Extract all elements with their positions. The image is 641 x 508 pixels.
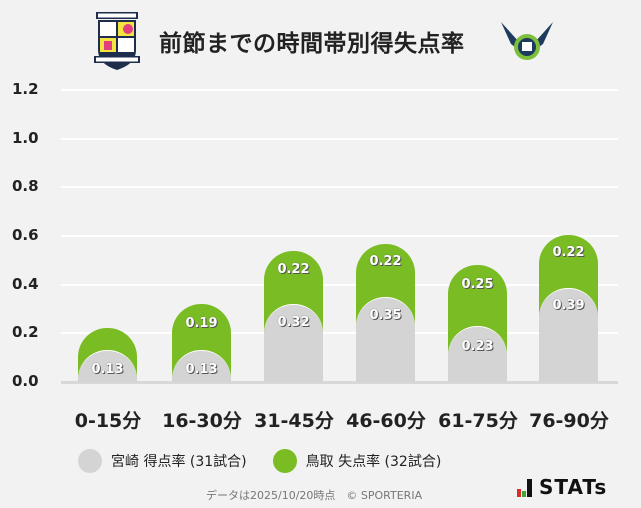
bar-home-61-75 <box>448 326 507 382</box>
x-tick-label: 31-45分 <box>254 410 334 432</box>
gridline <box>61 284 618 286</box>
y-tick-label: 0.6 <box>12 226 39 244</box>
miyazaki-crest-icon <box>94 12 140 70</box>
bar-value-label: 0.13 <box>91 362 124 377</box>
legend-swatch-green-icon <box>272 449 297 473</box>
bar-value-label: 0.39 <box>552 298 585 313</box>
legend-label: 鳥取 失点率 (32試合) <box>305 454 442 470</box>
brand-name: STATs <box>539 475 608 499</box>
y-tick-label: 1.0 <box>12 129 39 147</box>
bar-value-label: 0.23 <box>461 339 494 354</box>
x-tick-label: 61-75分 <box>438 410 518 432</box>
y-tick-label: 1.2 <box>12 80 39 98</box>
gridline <box>61 89 618 91</box>
bar-value-label: 0.25 <box>461 277 494 292</box>
tottori-crest-icon <box>501 22 553 60</box>
data-source-note: データは2025/10/20時点 © SPORTERIA <box>206 489 423 502</box>
bar-value-label: 0.19 <box>185 316 218 331</box>
gridline <box>61 138 618 140</box>
bar-value-label: 0.13 <box>185 362 218 377</box>
x-axis-line <box>61 381 618 384</box>
bar-home-76-90 <box>539 288 598 382</box>
gridline <box>61 235 618 237</box>
chart-header: 前節までの時間帯別得失点率 <box>0 0 641 78</box>
bar-home-46-60 <box>356 297 415 382</box>
gridline <box>61 332 618 334</box>
bar-value-label: 0.22 <box>369 254 402 269</box>
y-tick-label: 0.0 <box>12 372 39 390</box>
bar-value-label: 0.22 <box>277 262 310 277</box>
bar-value-label: 0.35 <box>369 308 402 323</box>
y-tick-label: 0.4 <box>12 275 39 293</box>
gridline <box>61 186 618 188</box>
legend-swatch-gray-icon <box>78 449 102 473</box>
bar-chart-logo-icon <box>517 477 533 497</box>
bar-home-31-45 <box>264 304 323 382</box>
x-tick-label: 46-60分 <box>346 410 426 432</box>
x-tick-label: 76-90分 <box>529 410 609 432</box>
bar-value-label: 0.22 <box>552 245 585 260</box>
bar-value-label: 0.32 <box>277 315 310 330</box>
chart-legend: 宮崎 得点率 (31試合) 鳥取 失点率 (32試合) <box>78 449 467 473</box>
x-tick-label: 16-30分 <box>162 410 242 432</box>
legend-item-home: 宮崎 得点率 (31試合) <box>78 449 247 473</box>
stats-brand-logo: STATs <box>517 477 607 497</box>
chart-title: 前節までの時間帯別得失点率 <box>159 31 465 57</box>
y-tick-label: 0.2 <box>12 323 39 341</box>
x-tick-label: 0-15分 <box>74 410 142 432</box>
legend-item-away: 鳥取 失点率 (32試合) <box>272 449 442 473</box>
y-tick-label: 0.8 <box>12 177 39 195</box>
legend-label: 宮崎 得点率 (31試合) <box>111 454 247 470</box>
